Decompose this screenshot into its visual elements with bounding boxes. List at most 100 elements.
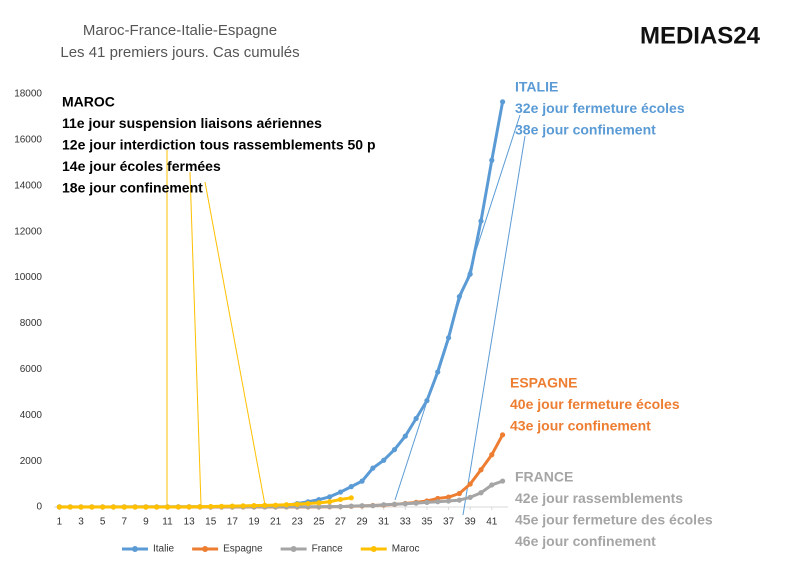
x-tick-label: 21 bbox=[270, 517, 282, 528]
x-tick-label: 41 bbox=[486, 517, 498, 528]
data-point bbox=[413, 415, 419, 422]
data-point bbox=[435, 499, 441, 505]
x-tick-label: 23 bbox=[292, 517, 304, 528]
data-point bbox=[154, 504, 160, 510]
data-point bbox=[402, 501, 408, 507]
data-point bbox=[327, 504, 333, 510]
y-tick-label: 18000 bbox=[14, 89, 42, 100]
data-point bbox=[456, 293, 462, 300]
data-point bbox=[348, 503, 354, 509]
data-point bbox=[424, 398, 430, 404]
x-tick-label: 31 bbox=[378, 517, 390, 528]
legend-label: Maroc bbox=[392, 544, 420, 555]
data-point bbox=[445, 498, 452, 504]
data-point bbox=[348, 484, 354, 490]
data-point bbox=[435, 369, 441, 375]
x-tick-label: 7 bbox=[121, 517, 127, 528]
data-point bbox=[67, 504, 73, 510]
x-tick-label: 13 bbox=[184, 517, 196, 528]
legend-marker bbox=[290, 546, 297, 552]
chart-title: Maroc-France-Italie-Espagne bbox=[83, 22, 277, 39]
annotation: 18e jour confinement bbox=[62, 180, 203, 196]
annotation: ITALIE bbox=[515, 79, 558, 95]
annotation: ESPAGNE bbox=[510, 375, 577, 391]
annotation: 42e jour rassemblements bbox=[515, 490, 683, 506]
data-point bbox=[175, 504, 181, 510]
data-point bbox=[262, 502, 268, 508]
y-tick-label: 16000 bbox=[14, 135, 42, 146]
data-point bbox=[370, 503, 376, 509]
data-point bbox=[489, 452, 495, 458]
annotation: 32e jour fermeture écoles bbox=[515, 100, 685, 116]
x-tick-label: 25 bbox=[313, 517, 325, 528]
data-point bbox=[337, 489, 344, 495]
data-point bbox=[402, 433, 408, 439]
data-point bbox=[294, 501, 300, 507]
x-tick-label: 9 bbox=[143, 517, 149, 528]
data-point bbox=[272, 502, 279, 508]
series-line bbox=[59, 496, 352, 509]
annotation: 40e jour fermeture écoles bbox=[510, 396, 680, 412]
leader-line bbox=[462, 135, 526, 516]
data-point bbox=[424, 499, 430, 506]
annotation: 12e jour interdiction tous rassemblement… bbox=[62, 137, 376, 153]
x-tick-label: 37 bbox=[443, 517, 455, 528]
data-point bbox=[391, 501, 398, 507]
logo: MEDIAS24 bbox=[640, 22, 761, 49]
x-tick-label: 15 bbox=[205, 517, 217, 528]
data-point bbox=[164, 504, 171, 510]
data-point bbox=[467, 271, 473, 277]
y-tick-label: 6000 bbox=[20, 364, 43, 375]
data-point bbox=[132, 504, 138, 510]
data-point bbox=[143, 504, 149, 510]
y-tick-label: 8000 bbox=[20, 318, 43, 329]
legend-label: Espagne bbox=[223, 544, 263, 555]
x-tick-label: 35 bbox=[421, 517, 433, 528]
data-point bbox=[121, 504, 127, 510]
legend-marker bbox=[202, 546, 209, 552]
y-tick-label: 0 bbox=[36, 502, 42, 513]
data-point bbox=[327, 494, 333, 500]
annotation: 46e jour confinement bbox=[515, 533, 656, 549]
data-point bbox=[316, 500, 322, 506]
data-point bbox=[445, 335, 452, 341]
series-line bbox=[59, 434, 504, 509]
data-point bbox=[499, 99, 506, 105]
y-tick-label: 12000 bbox=[14, 226, 42, 237]
data-point bbox=[78, 504, 84, 510]
legend-label: France bbox=[312, 544, 344, 555]
x-tick-label: 33 bbox=[400, 517, 412, 528]
x-tick-label: 39 bbox=[465, 517, 477, 528]
legend-marker bbox=[132, 546, 138, 552]
data-point bbox=[359, 478, 365, 484]
data-point bbox=[499, 432, 506, 438]
data-point bbox=[456, 490, 462, 497]
y-tick-label: 2000 bbox=[20, 456, 43, 467]
data-point bbox=[251, 503, 257, 509]
annotation: 11e jour suspension liaisons aériennes bbox=[62, 115, 322, 131]
data-point bbox=[456, 497, 462, 503]
legend-marker bbox=[370, 546, 377, 552]
data-point bbox=[478, 467, 484, 473]
data-point bbox=[370, 465, 376, 471]
data-point bbox=[100, 504, 106, 510]
leader-line bbox=[204, 181, 266, 506]
data-point bbox=[337, 503, 344, 510]
x-tick-label: 19 bbox=[248, 517, 260, 528]
data-point bbox=[359, 503, 365, 509]
data-point bbox=[186, 504, 192, 510]
annotations: MAROC 11e jour suspension liaisons aérien… bbox=[62, 79, 713, 550]
data-point bbox=[283, 502, 290, 508]
data-point bbox=[445, 494, 452, 500]
legend-label: Italie bbox=[153, 544, 175, 555]
data-point bbox=[337, 496, 344, 503]
y-tick-label: 14000 bbox=[14, 180, 42, 191]
x-tick-label: 5 bbox=[100, 517, 106, 528]
data-point bbox=[413, 500, 419, 506]
data-point bbox=[489, 482, 495, 488]
leader-line bbox=[189, 171, 202, 506]
annotation: 45e jour fermeture des écoles bbox=[515, 512, 713, 528]
data-point bbox=[381, 457, 387, 463]
